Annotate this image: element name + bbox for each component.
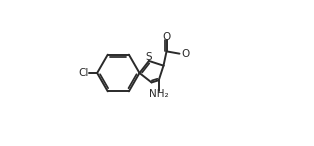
Text: O: O bbox=[181, 49, 190, 59]
Text: O: O bbox=[162, 32, 171, 42]
Text: NH₂: NH₂ bbox=[149, 89, 169, 99]
Text: Cl: Cl bbox=[78, 68, 88, 78]
Text: S: S bbox=[146, 52, 152, 62]
